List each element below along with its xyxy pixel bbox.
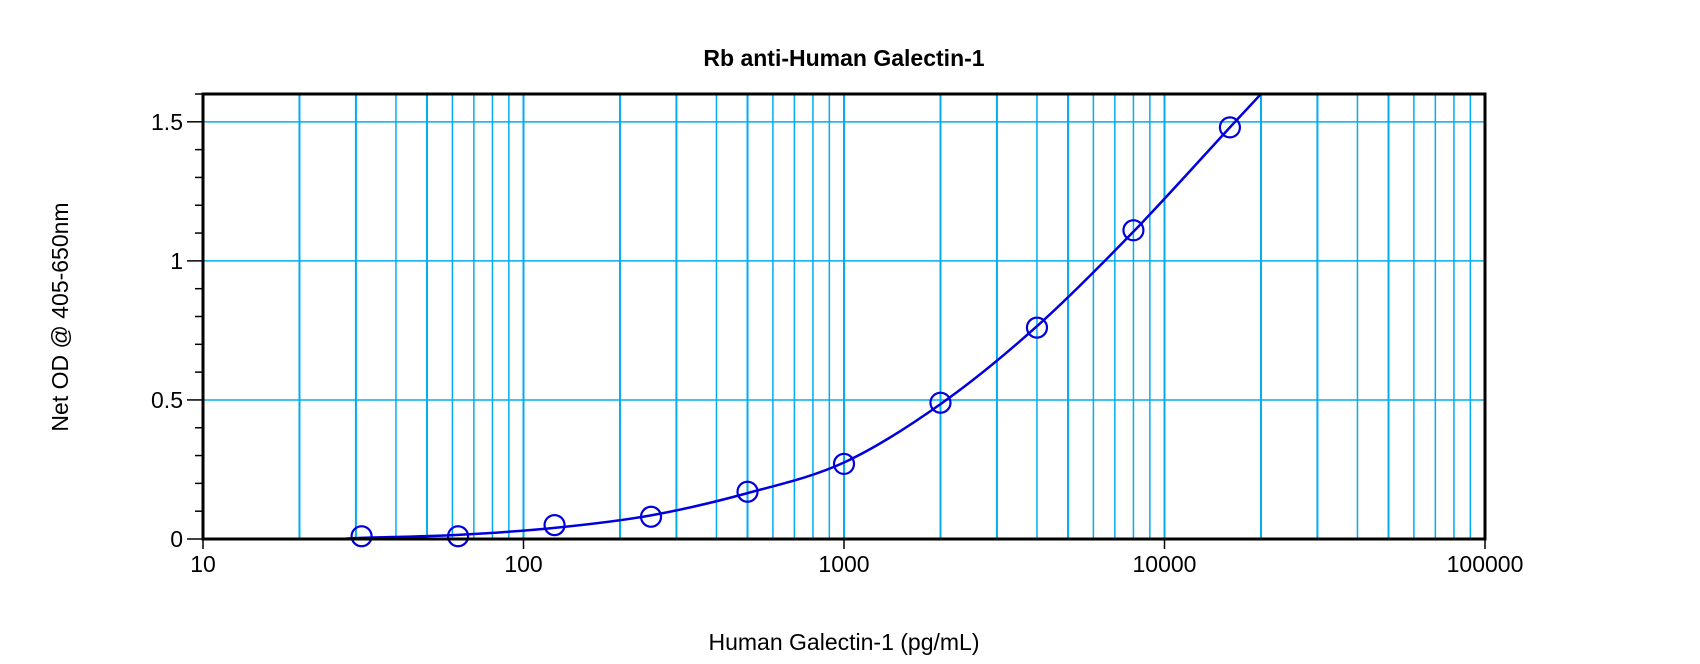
data-point (1218, 116, 1242, 139)
data-points (350, 116, 1242, 548)
chart-title: Rb anti-Human Galectin-1 (703, 45, 984, 71)
data-point (350, 525, 373, 548)
x-tick-label: 1000 (818, 551, 869, 577)
fit-curve (341, 93, 1262, 541)
grid (203, 94, 1485, 539)
y-tick-label: 1.5 (151, 109, 183, 135)
y-tick-label: 1 (170, 248, 183, 274)
fit-curve-group (341, 93, 1262, 541)
data-point (1122, 219, 1145, 242)
x-tick-label: 10000 (1133, 551, 1197, 577)
data-point (832, 452, 856, 476)
data-point (736, 480, 759, 503)
x-tick-label: 100000 (1447, 551, 1524, 577)
x-tick-label: 100 (504, 551, 542, 577)
data-point (639, 505, 663, 528)
data-point (1025, 316, 1049, 339)
y-tick-label: 0.5 (151, 387, 183, 413)
data-point (929, 391, 952, 414)
data-point (446, 525, 470, 548)
x-axis-label: Human Galectin-1 (pg/mL) (709, 629, 980, 655)
tick-labels: 10 100 1000 10000 100000 0 0.5 1 1.5 (151, 109, 1523, 577)
axes (187, 92, 1487, 549)
y-tick-label: 0 (170, 526, 183, 552)
y-axis-label: Net OD @ 405-650nm (47, 202, 73, 431)
x-tick-label: 10 (190, 551, 216, 577)
data-point (543, 513, 566, 537)
